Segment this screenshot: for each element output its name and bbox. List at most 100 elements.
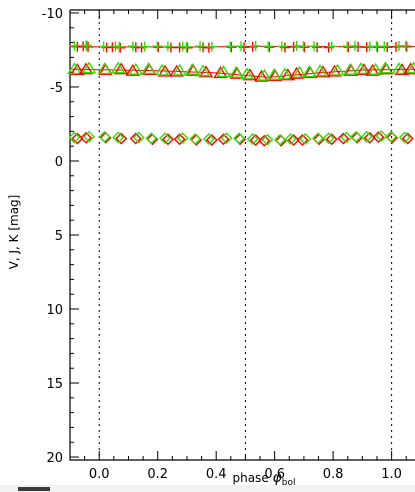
diamond-marker bbox=[189, 133, 202, 146]
plus-marker bbox=[82, 40, 93, 51]
model-point-v bbox=[274, 133, 286, 146]
model-point-j bbox=[141, 62, 156, 75]
triangle-marker bbox=[365, 63, 380, 76]
diamond-marker bbox=[322, 132, 335, 145]
triangle-marker bbox=[312, 64, 328, 77]
observed-point-v bbox=[71, 132, 84, 145]
model-point-j bbox=[195, 64, 211, 77]
x-axis-label-prefix: phase bbox=[232, 471, 272, 485]
triangle-marker bbox=[185, 62, 200, 75]
observed-point-j bbox=[157, 64, 173, 77]
model-point-j bbox=[172, 63, 187, 76]
observed-point-k bbox=[182, 42, 193, 53]
diamond-marker bbox=[68, 131, 81, 144]
diamond-marker bbox=[112, 131, 125, 144]
triangle-marker bbox=[172, 63, 187, 76]
observed-point-j bbox=[403, 62, 415, 75]
model-point-j bbox=[368, 62, 383, 75]
observed-point-v bbox=[173, 133, 186, 146]
plus-marker bbox=[250, 40, 261, 51]
model-point-j bbox=[185, 62, 200, 75]
triangle-marker bbox=[81, 61, 97, 74]
triangle-marker bbox=[394, 63, 410, 76]
plus-marker bbox=[162, 41, 173, 52]
diamond-marker bbox=[98, 130, 111, 143]
diamond-marker bbox=[398, 131, 411, 144]
diamond-marker bbox=[340, 131, 353, 144]
plus-marker bbox=[83, 41, 94, 52]
triangle-marker bbox=[141, 62, 156, 75]
observed-point-k bbox=[343, 42, 354, 53]
observed-point-j bbox=[125, 63, 141, 76]
model-point-j bbox=[266, 68, 282, 81]
observed-point-j bbox=[394, 63, 410, 76]
model-point-j bbox=[97, 62, 112, 75]
plus-marker bbox=[236, 41, 246, 52]
diamond-marker bbox=[233, 132, 246, 145]
model-point-v bbox=[385, 130, 398, 143]
triangle-marker bbox=[154, 63, 170, 76]
observed-point-j bbox=[198, 65, 214, 78]
model-point-j bbox=[128, 62, 144, 75]
model-point-k bbox=[276, 41, 287, 52]
model-point-v bbox=[233, 132, 246, 145]
diamond-marker bbox=[258, 134, 271, 147]
observed-point-k bbox=[153, 42, 164, 53]
triangle-marker bbox=[353, 62, 369, 75]
x-tick-label: 0.2 bbox=[147, 467, 168, 482]
model-point-v bbox=[261, 133, 274, 146]
plus-marker bbox=[114, 41, 125, 52]
bottom-strip bbox=[0, 485, 415, 492]
plus-marker bbox=[226, 42, 237, 53]
model-point-k bbox=[114, 41, 125, 52]
observed-point-v bbox=[296, 134, 309, 147]
diamond-marker bbox=[375, 130, 388, 143]
observed-point-j bbox=[70, 63, 85, 76]
plus-marker bbox=[350, 40, 361, 51]
triangle-marker bbox=[406, 61, 415, 74]
plus-marker bbox=[115, 42, 126, 53]
triangle-marker bbox=[280, 68, 296, 81]
triangle-marker bbox=[342, 62, 358, 75]
model-point-v bbox=[312, 132, 325, 145]
diamond-marker bbox=[202, 133, 215, 146]
diamond-marker bbox=[145, 132, 158, 145]
diamond-marker bbox=[372, 131, 385, 144]
model-point-k bbox=[139, 41, 150, 52]
y-tick-label: -10 bbox=[42, 7, 63, 22]
model-point-v bbox=[68, 131, 81, 144]
diamond-marker bbox=[401, 132, 414, 145]
diamond-marker bbox=[296, 134, 309, 147]
model-point-k bbox=[298, 41, 309, 52]
diamond-marker bbox=[385, 130, 398, 143]
model-point-v bbox=[189, 133, 202, 146]
observed-point-v bbox=[337, 132, 350, 145]
model-point-v bbox=[145, 132, 158, 145]
triangle-marker bbox=[315, 65, 331, 78]
triangle-marker bbox=[216, 65, 231, 78]
model-point-k bbox=[195, 41, 206, 52]
model-point-k bbox=[206, 41, 217, 52]
triangle-marker bbox=[228, 65, 244, 78]
model-point-v bbox=[202, 133, 215, 146]
observed-point-j bbox=[169, 64, 184, 77]
observed-point-k bbox=[115, 42, 126, 53]
model-point-v bbox=[246, 133, 259, 146]
observed-point-v bbox=[401, 132, 414, 145]
model-point-j bbox=[406, 61, 415, 74]
x-tick-label: 0.0 bbox=[89, 467, 110, 482]
model-point-v bbox=[284, 133, 297, 146]
diamond-marker bbox=[261, 133, 274, 146]
model-point-v bbox=[176, 132, 189, 145]
plus-marker bbox=[276, 41, 287, 52]
plus-marker bbox=[206, 41, 217, 52]
model-point-j bbox=[378, 61, 393, 74]
observed-point-v bbox=[363, 131, 376, 144]
triangle-marker bbox=[113, 62, 129, 75]
y-axis-label: V, J, K [mag] bbox=[7, 195, 21, 270]
observed-point-k bbox=[226, 42, 237, 53]
triangle-marker bbox=[378, 61, 393, 74]
diamond-marker bbox=[312, 132, 325, 145]
plus-marker bbox=[309, 41, 320, 52]
